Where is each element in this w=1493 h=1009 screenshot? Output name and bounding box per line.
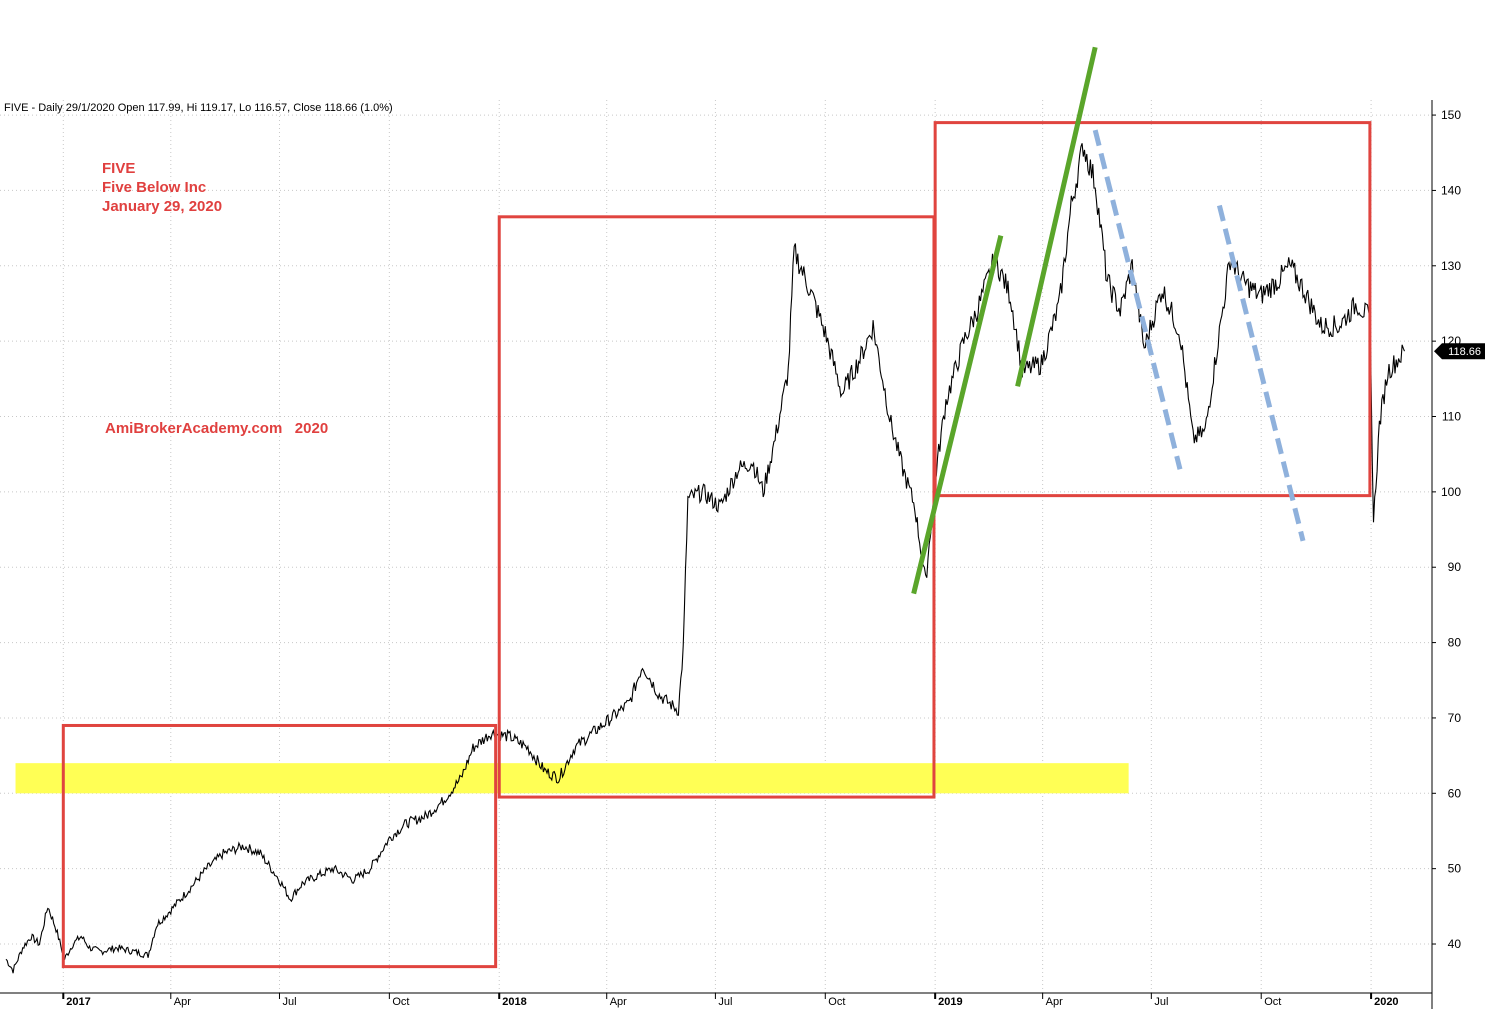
x-tick-label: 2019: [938, 996, 962, 1008]
y-tick-label: 140: [1441, 183, 1461, 197]
last-price-tag: [1434, 343, 1485, 360]
x-tick-label: Oct: [392, 996, 409, 1008]
price-series: [5, 143, 1406, 974]
x-tick-label: Jul: [282, 996, 296, 1008]
y-tick-label: 150: [1441, 108, 1461, 122]
uptrend-line: [911, 235, 1004, 595]
x-tick-label: Oct: [828, 996, 845, 1008]
y-tick-label: 100: [1441, 485, 1461, 499]
x-tick-label: Apr: [174, 996, 191, 1008]
downtrend-line: [1092, 129, 1183, 470]
y-tick-label: 80: [1448, 636, 1462, 650]
watermark-annotation: AmiBrokerAcademy.com 2020: [105, 420, 329, 437]
y-tick-label: 40: [1448, 937, 1462, 951]
trend-lines: [911, 46, 1306, 595]
x-tick-label: Apr: [1046, 996, 1063, 1008]
x-tick-label: 2018: [502, 996, 526, 1008]
x-tick-label: Oct: [1264, 996, 1281, 1008]
range-box: [933, 121, 1372, 498]
downtrend-line: [1216, 204, 1306, 542]
x-tick-label: Jul: [1154, 996, 1168, 1008]
y-tick-label: 130: [1441, 259, 1461, 273]
y-tick-label: 50: [1448, 862, 1462, 876]
support-zones: [15, 763, 1129, 794]
x-tick-label: 2020: [1374, 996, 1398, 1008]
support-zone-band: [15, 763, 1129, 794]
x-tick-label: Jul: [718, 996, 732, 1008]
date-annotation: January 29, 2020: [102, 198, 223, 215]
last-price-label: 118.66: [1448, 346, 1481, 358]
uptrend-line: [1015, 46, 1098, 387]
y-tick-label: 70: [1448, 711, 1462, 725]
x-tick-label: Apr: [610, 996, 627, 1008]
chart-header-info: FIVE - Daily 29/1/2020 Open 117.99, Hi 1…: [4, 102, 393, 114]
x-tick-label: 2017: [66, 996, 90, 1008]
y-tick-label: 60: [1448, 786, 1462, 800]
price-series-line: [5, 143, 1406, 974]
ticker-annotation: FIVE: [102, 160, 136, 177]
range-box: [61, 723, 498, 969]
y-tick-label: 90: [1448, 560, 1462, 574]
y-tick-label: 110: [1442, 410, 1461, 424]
company-annotation: Five Below Inc: [102, 179, 207, 196]
